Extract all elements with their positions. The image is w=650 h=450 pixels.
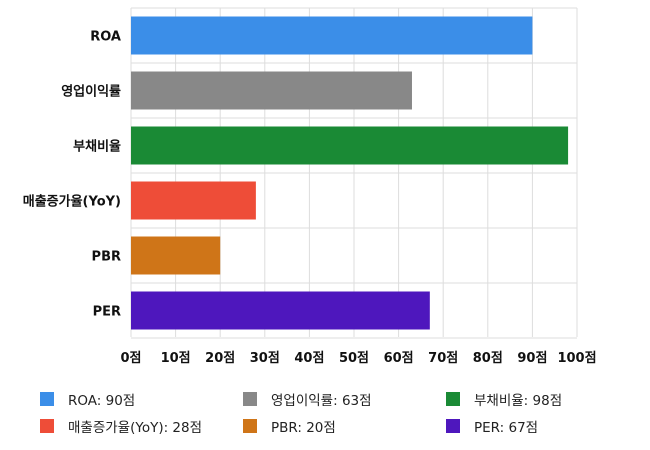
category-label: PER [93, 305, 121, 320]
legend-item-per[interactable]: PER: 67점 [446, 417, 636, 436]
x-tick-label: 50점 [339, 351, 369, 366]
bar[interactable] [131, 291, 430, 330]
x-tick-label: 60점 [384, 351, 414, 366]
x-tick-label: 30점 [250, 351, 280, 366]
bar[interactable] [131, 71, 412, 110]
x-tick-label: 100점 [557, 351, 596, 366]
legend-label: PER: 67점 [474, 420, 539, 436]
bar[interactable] [131, 181, 256, 220]
legend-swatch [40, 419, 54, 433]
legend-swatch [243, 392, 257, 406]
x-tick-label: 0점 [120, 351, 141, 366]
legend-label: 영업이익률: 63점 [271, 393, 372, 409]
x-tick-labels: 0점 10점 20점 30점 40점 50점 60점 70점 80점 90점 100점 [120, 351, 596, 366]
x-tick-label: 40점 [294, 351, 324, 366]
legend-item-roa[interactable]: ROA: 90점 [40, 390, 243, 409]
legend-swatch [446, 392, 460, 406]
x-tick-label: 10점 [161, 351, 191, 366]
legend-item-revenue-growth[interactable]: 매출증가율(YoY): 28점 [40, 417, 243, 436]
x-tick-label: 20점 [205, 351, 235, 366]
legend-label: 부채비율: 98점 [474, 393, 563, 409]
legend-label: PBR: 20점 [271, 420, 336, 436]
legend-item-debt-ratio[interactable]: 부채비율: 98점 [446, 390, 636, 409]
legend-item-pbr[interactable]: PBR: 20점 [243, 417, 446, 436]
bar[interactable] [131, 126, 569, 165]
category-label: PBR [92, 250, 121, 265]
legend-label: ROA: 90점 [68, 393, 136, 409]
category-label: 부채비율 [73, 139, 121, 155]
x-tick-label: 90점 [517, 351, 547, 366]
bar[interactable] [131, 236, 221, 275]
bar[interactable] [131, 16, 533, 55]
bars [131, 16, 569, 330]
x-tick-label: 70점 [428, 351, 458, 366]
legend: ROA: 90점 영업이익률: 63점 부채비율: 98점 매출증가율(YoY)… [40, 390, 640, 436]
category-label: 영업이익률 [61, 84, 121, 100]
grid-lines [130, 7, 578, 339]
legend-swatch [446, 419, 460, 433]
x-tick-label: 80점 [473, 351, 503, 366]
category-label: 매출증가율(YoY) [23, 194, 121, 210]
legend-swatch [243, 419, 257, 433]
legend-label: 매출증가율(YoY): 28점 [68, 420, 203, 436]
legend-item-operating-margin[interactable]: 영업이익률: 63점 [243, 390, 446, 409]
category-label: ROA [90, 30, 121, 45]
legend-swatch [40, 392, 54, 406]
